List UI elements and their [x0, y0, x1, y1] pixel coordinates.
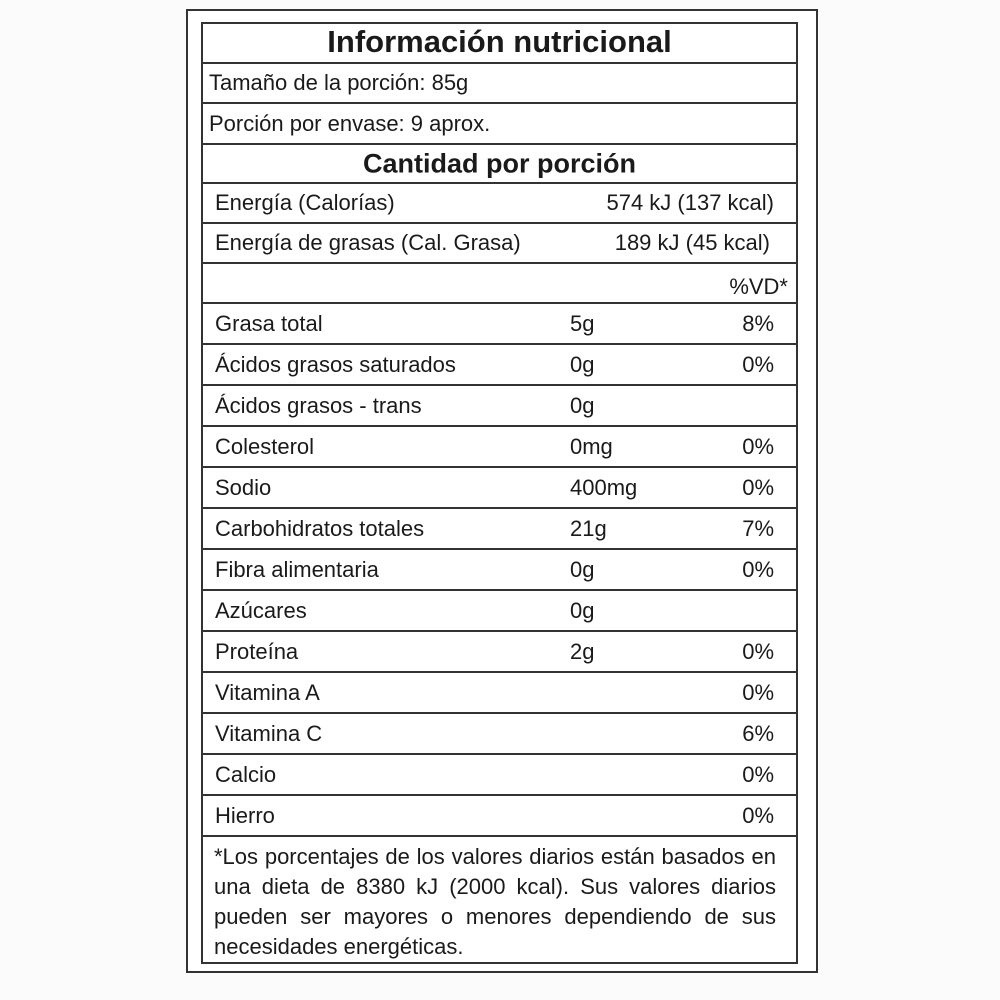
- nutrient-row: Hierro 0%: [201, 794, 798, 835]
- label-outer-border: [186, 9, 818, 973]
- energy-value: 574 kJ (137 kcal): [606, 190, 774, 215]
- nutrient-row: Fibra alimentaria 0g 0%: [201, 548, 798, 589]
- servings-row: Porción por envase: 9 aprox.: [201, 102, 798, 143]
- nutrient-row: Ácidos grasos - trans 0g: [201, 384, 798, 425]
- nutrient-row: Proteína 2g 0%: [201, 630, 798, 671]
- serving-size-row: Tamaño de la porción: 85g: [201, 62, 798, 102]
- amount-header-row: Cantidad por porción: [201, 143, 798, 182]
- fat-energy-value: 189 kJ (45 kcal): [614, 230, 770, 255]
- nutrient-amount: 0g: [570, 351, 595, 377]
- nutrient-daily-value: 7%: [742, 515, 774, 541]
- nutrient-daily-value: 8%: [742, 310, 774, 336]
- nutrient-daily-value: 6%: [742, 720, 774, 746]
- nutrient-row: Ácidos grasos saturados 0g 0%: [201, 343, 798, 384]
- footnote: *Los porcentajes de los valores diarios …: [214, 844, 776, 959]
- nutrient-daily-value: 0%: [742, 474, 774, 500]
- nutrient-label: Proteína: [215, 638, 299, 664]
- nutrient-daily-value: 0%: [742, 556, 774, 582]
- energy-label: Energía (Calorías): [215, 190, 395, 215]
- nutrient-amount: 0g: [570, 392, 595, 418]
- footnote-divider: [201, 835, 798, 837]
- nutrient-label: Grasa total: [215, 310, 323, 336]
- nutrient-amount: 5g: [570, 310, 595, 336]
- nutrient-amount: 0mg: [570, 433, 613, 459]
- title-row: Información nutricional: [201, 22, 798, 62]
- nutrient-label: Colesterol: [215, 433, 315, 459]
- nutrient-daily-value: 0%: [742, 761, 774, 787]
- fat-energy-label: Energía de grasas (Cal. Grasa): [215, 230, 521, 255]
- nutrient-row: Colesterol 0mg 0%: [201, 425, 798, 466]
- nutrient-label: Calcio: [215, 761, 277, 787]
- nutrient-daily-value: 0%: [742, 351, 774, 377]
- nutrient-amount: 21g: [570, 515, 607, 541]
- nutrient-daily-value: 0%: [742, 433, 774, 459]
- nutrient-daily-value: 0%: [742, 638, 774, 664]
- nutrient-label: Hierro: [215, 802, 275, 828]
- amount-header: Cantidad por porción: [363, 148, 636, 178]
- fat-energy-row: Energía de grasas (Cal. Grasa) 189 kJ (4…: [201, 222, 798, 262]
- nutrient-amount: 0g: [570, 597, 595, 623]
- nutrient-label: Vitamina C: [215, 720, 323, 746]
- nutrient-row: Vitamina C 6%: [201, 712, 798, 753]
- servings-per-container: Porción por envase: 9 aprox.: [209, 110, 491, 136]
- energy-row: Energía (Calorías) 574 kJ (137 kcal): [201, 182, 798, 222]
- nutrient-label: Azúcares: [215, 597, 307, 623]
- nutrient-row: Vitamina A 0%: [201, 671, 798, 712]
- nutrient-daily-value: 0%: [742, 802, 774, 828]
- nutrient-row: Calcio 0%: [201, 753, 798, 794]
- nutrient-row: Sodio 400mg 0%: [201, 466, 798, 507]
- panel-title: Información nutricional: [327, 24, 672, 59]
- nutrient-amount: 0g: [570, 556, 595, 582]
- nutrition-facts-panel: [201, 22, 798, 964]
- nutrient-label: Ácidos grasos saturados: [215, 351, 456, 377]
- nutrient-row: Grasa total 5g 8%: [201, 302, 798, 343]
- nutrient-amount: 400mg: [570, 474, 638, 500]
- nutrient-daily-value: 0%: [742, 679, 774, 705]
- nutrient-label: Vitamina A: [215, 679, 320, 705]
- nutrient-row: Carbohidratos totales 21g 7%: [201, 507, 798, 548]
- dv-header-row: %VD*: [201, 262, 798, 302]
- nutrient-label: Fibra alimentaria: [215, 556, 379, 582]
- dv-header: %VD*: [729, 273, 788, 299]
- nutrient-label: Sodio: [215, 474, 272, 500]
- nutrient-row: Azúcares 0g: [201, 589, 798, 630]
- nutrient-amount: 2g: [570, 638, 595, 664]
- serving-size: Tamaño de la porción: 85g: [209, 70, 469, 95]
- nutrient-label: Ácidos grasos - trans: [215, 392, 422, 418]
- nutrient-label: Carbohidratos totales: [215, 515, 425, 541]
